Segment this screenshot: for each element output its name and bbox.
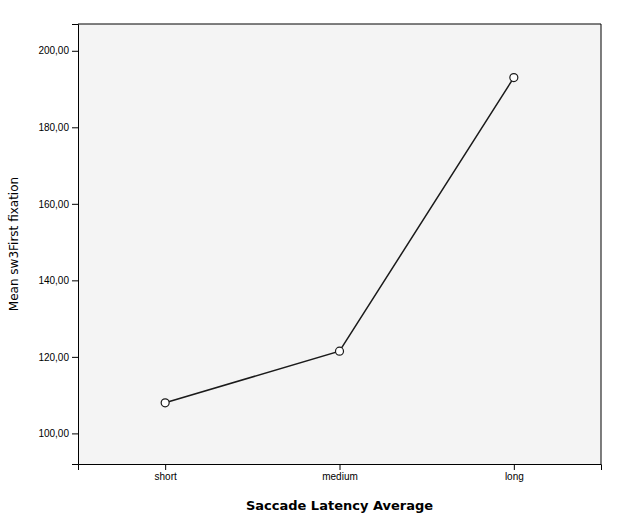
y-tick: 140,00 — [38, 275, 78, 286]
y-tick: 100,00 — [38, 428, 78, 439]
y-tick-mark — [72, 357, 78, 358]
x-tick: long — [505, 464, 524, 482]
y-tick: 200,00 — [38, 45, 78, 56]
point — [336, 347, 344, 355]
x-tick-mark — [165, 464, 166, 470]
x-tick-mark — [340, 464, 341, 470]
x-axis-title: Saccade Latency Average — [246, 498, 433, 513]
y-axis-title: Mean sw3First fixation — [7, 177, 21, 311]
x-tick-label: short — [155, 471, 177, 482]
chart: 100,00 120,00 140,00 160,00 180,00 200,00 shor… — [0, 0, 625, 526]
y-tick-label: 160,00 — [38, 199, 69, 210]
y-tick-mark — [72, 433, 78, 434]
y-axis: 100,00 120,00 140,00 160,00 180,00 200,00 — [38, 25, 78, 465]
y-tick-label: 180,00 — [38, 122, 69, 133]
x-tick: medium — [322, 464, 358, 482]
y-tick-mark — [72, 204, 78, 205]
x-axis: short medium long — [79, 464, 602, 482]
plot: 100,00 120,00 140,00 160,00 180,00 200,00 shor… — [38, 24, 601, 482]
frame-top — [78, 24, 601, 25]
y-tick-mark — [72, 280, 78, 281]
x-tick-label: medium — [322, 471, 358, 482]
y-tick-label: 140,00 — [38, 275, 69, 286]
y-tick: 180,00 — [38, 122, 78, 133]
frame-right — [601, 24, 602, 464]
x-tick-mark — [514, 464, 515, 470]
y-tick: 160,00 — [38, 199, 78, 210]
plot-background — [78, 24, 601, 464]
y-tick-mark — [72, 51, 78, 52]
y-tick-mark — [72, 127, 78, 128]
series — [161, 74, 518, 407]
y-tick-label: 200,00 — [38, 45, 69, 56]
y-tick-label: 120,00 — [38, 352, 69, 363]
y-tick: 120,00 — [38, 352, 78, 363]
x-axis-line — [79, 465, 602, 471]
line — [165, 78, 514, 403]
y-tick-label: 100,00 — [38, 428, 69, 439]
point — [510, 74, 518, 82]
x-tick: short — [155, 464, 177, 482]
point — [161, 399, 169, 407]
x-tick-label: long — [505, 471, 524, 482]
y-axis-line — [72, 25, 79, 465]
